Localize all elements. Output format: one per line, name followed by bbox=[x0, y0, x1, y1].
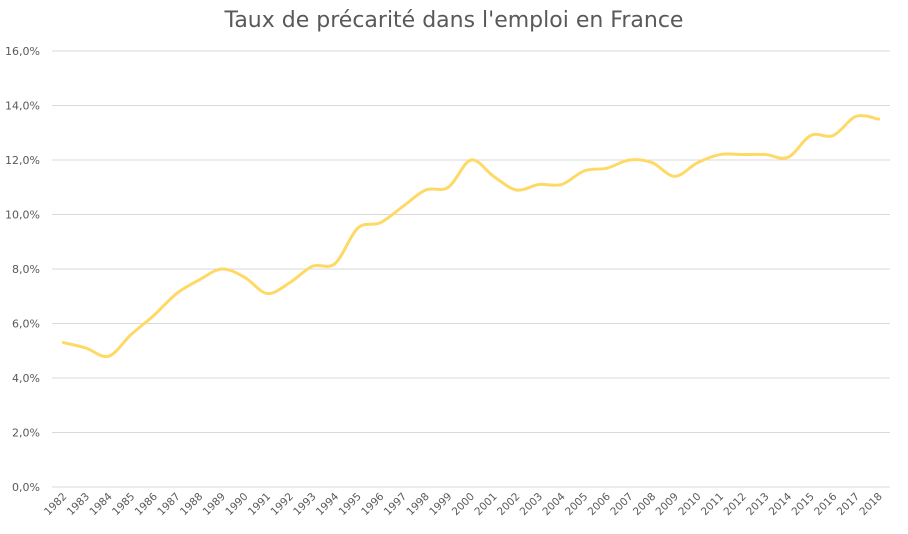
x-tick-label: 2007 bbox=[608, 491, 635, 518]
data-point-1986 bbox=[150, 311, 158, 319]
y-tick-label: 2,0% bbox=[12, 427, 40, 440]
x-tick-label: 1986 bbox=[133, 490, 161, 518]
x-tick-label: 1995 bbox=[336, 491, 363, 518]
x-tick-label: 2009 bbox=[654, 491, 681, 518]
x-tick-label: 2006 bbox=[586, 490, 614, 518]
y-tick-label: 4,0% bbox=[12, 372, 40, 385]
x-tick-label: 2001 bbox=[472, 491, 499, 518]
data-point-2017 bbox=[852, 112, 860, 120]
x-tick-label: 1992 bbox=[269, 491, 296, 518]
x-tick-label: 2016 bbox=[812, 490, 840, 518]
x-tick-label: 1987 bbox=[155, 491, 182, 518]
x-tick-label: 2004 bbox=[540, 490, 568, 518]
data-point-2006 bbox=[603, 164, 611, 172]
data-point-1982 bbox=[59, 339, 67, 347]
data-point-2014 bbox=[784, 153, 792, 161]
data-point-2012 bbox=[739, 151, 747, 159]
data-point-1993 bbox=[308, 262, 316, 270]
data-point-1990 bbox=[241, 273, 249, 281]
x-tick-label: 2013 bbox=[744, 491, 771, 518]
data-point-2007 bbox=[626, 156, 634, 164]
x-tick-label: 1994 bbox=[314, 490, 342, 518]
x-tick-label: 2015 bbox=[789, 491, 816, 518]
x-tick-label: 2018 bbox=[857, 491, 884, 518]
x-tick-label: 2000 bbox=[450, 491, 477, 518]
x-tick-label: 1990 bbox=[223, 491, 250, 518]
x-tick-label: 1997 bbox=[382, 491, 409, 518]
y-tick-label: 6,0% bbox=[12, 318, 40, 331]
y-tick-label: 10,0% bbox=[5, 209, 40, 222]
data-point-1985 bbox=[127, 330, 135, 338]
x-tick-label: 2008 bbox=[631, 491, 658, 518]
x-tick-label: 2002 bbox=[495, 491, 522, 518]
data-point-1989 bbox=[218, 265, 226, 273]
gridlines bbox=[52, 50, 890, 488]
x-tick-label: 1993 bbox=[291, 491, 318, 518]
data-point-1994 bbox=[331, 260, 339, 268]
series-layer bbox=[59, 112, 883, 360]
series-line bbox=[61, 114, 881, 359]
data-point-1997 bbox=[399, 202, 407, 210]
x-tick-label: 1982 bbox=[42, 491, 69, 518]
data-point-2002 bbox=[512, 186, 520, 194]
data-point-1992 bbox=[286, 279, 294, 287]
y-tick-label: 12,0% bbox=[5, 154, 40, 167]
x-tick-label: 2011 bbox=[699, 491, 726, 518]
x-tick-label: 1991 bbox=[246, 491, 273, 518]
x-tick-label: 2014 bbox=[767, 490, 795, 518]
data-point-1983 bbox=[82, 344, 90, 352]
data-point-1998 bbox=[422, 186, 430, 194]
x-tick-label: 1999 bbox=[427, 491, 454, 518]
data-point-2013 bbox=[761, 151, 769, 159]
data-point-2001 bbox=[490, 172, 498, 180]
x-tick-label: 2012 bbox=[722, 491, 749, 518]
y-tick-label: 14,0% bbox=[5, 100, 40, 113]
data-point-1996 bbox=[376, 219, 384, 227]
y-tick-label: 8,0% bbox=[12, 263, 40, 276]
chart-title: Taux de précarité dans l'emploi en Franc… bbox=[224, 8, 684, 33]
y-tick-label: 16,0% bbox=[5, 45, 40, 58]
data-point-2015 bbox=[807, 131, 815, 139]
x-tick-label: 2003 bbox=[518, 491, 545, 518]
data-point-2018 bbox=[875, 115, 883, 123]
x-tick-label: 1996 bbox=[359, 490, 387, 518]
x-tick-label: 1983 bbox=[65, 491, 92, 518]
data-point-1987 bbox=[173, 290, 181, 298]
x-axis-ticks: 1982198319841985198619871988198919901991… bbox=[42, 490, 885, 518]
data-point-2011 bbox=[716, 151, 724, 159]
data-point-2009 bbox=[671, 172, 679, 180]
x-tick-label: 1984 bbox=[87, 490, 115, 518]
data-point-1999 bbox=[444, 183, 452, 191]
x-tick-label: 2005 bbox=[563, 491, 590, 518]
data-point-2005 bbox=[580, 167, 588, 175]
data-point-2004 bbox=[558, 181, 566, 189]
data-point-2000 bbox=[467, 156, 475, 164]
y-tick-label: 0,0% bbox=[12, 481, 40, 494]
data-point-2003 bbox=[535, 181, 543, 189]
data-point-1988 bbox=[195, 276, 203, 284]
y-axis-ticks: 0,0% 2,0% 4,0% 6,0% 8,0% 10,0% 12,0% 14,0% 16,0% bbox=[5, 45, 40, 494]
x-tick-label: 1985 bbox=[110, 491, 137, 518]
data-point-1984 bbox=[105, 352, 113, 360]
data-point-1991 bbox=[263, 290, 271, 298]
x-tick-label: 2017 bbox=[835, 491, 862, 518]
data-point-1995 bbox=[354, 224, 362, 232]
data-point-2010 bbox=[693, 159, 701, 167]
x-tick-label: 1998 bbox=[404, 491, 431, 518]
x-tick-label: 1989 bbox=[201, 491, 228, 518]
x-tick-label: 2010 bbox=[676, 491, 703, 518]
data-point-2008 bbox=[648, 159, 656, 167]
data-point-2016 bbox=[829, 131, 837, 139]
x-tick-label: 1988 bbox=[178, 491, 205, 518]
